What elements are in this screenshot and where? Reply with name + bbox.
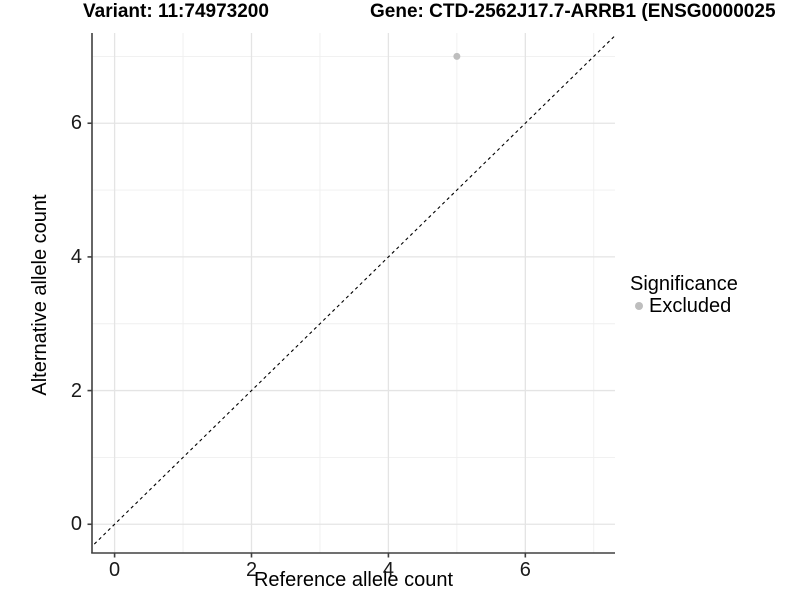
plot-title-gene: Gene: CTD-2562J17.7-ARRB1 (ENSG0000025 xyxy=(370,1,776,22)
y-tick-label: 0 xyxy=(70,513,82,536)
plot-title-variant: Variant: 11:74973200 xyxy=(83,1,269,22)
x-axis-title: Reference allele count xyxy=(253,569,453,591)
legend: Significance Excluded xyxy=(630,273,738,317)
y-tick-label: 4 xyxy=(70,245,82,268)
legend-title: Significance xyxy=(630,273,738,295)
legend-item-excluded: Excluded xyxy=(635,295,738,317)
x-tick-label: 4 xyxy=(382,559,394,581)
panel-background xyxy=(92,33,615,553)
x-tick-label: 2 xyxy=(245,559,258,581)
y-tick-label: 2 xyxy=(70,379,82,402)
legend-item-label: Excluded xyxy=(649,295,732,317)
y-axis-title: Alternative allele count xyxy=(29,194,51,396)
identity-reference-line xyxy=(92,34,615,548)
excluded-point-icon xyxy=(635,302,643,310)
x-tick-label: 0 xyxy=(109,559,121,581)
y-tick-label: 6 xyxy=(70,112,82,135)
data-point-excluded xyxy=(453,52,461,60)
x-tick-label: 6 xyxy=(519,559,531,581)
